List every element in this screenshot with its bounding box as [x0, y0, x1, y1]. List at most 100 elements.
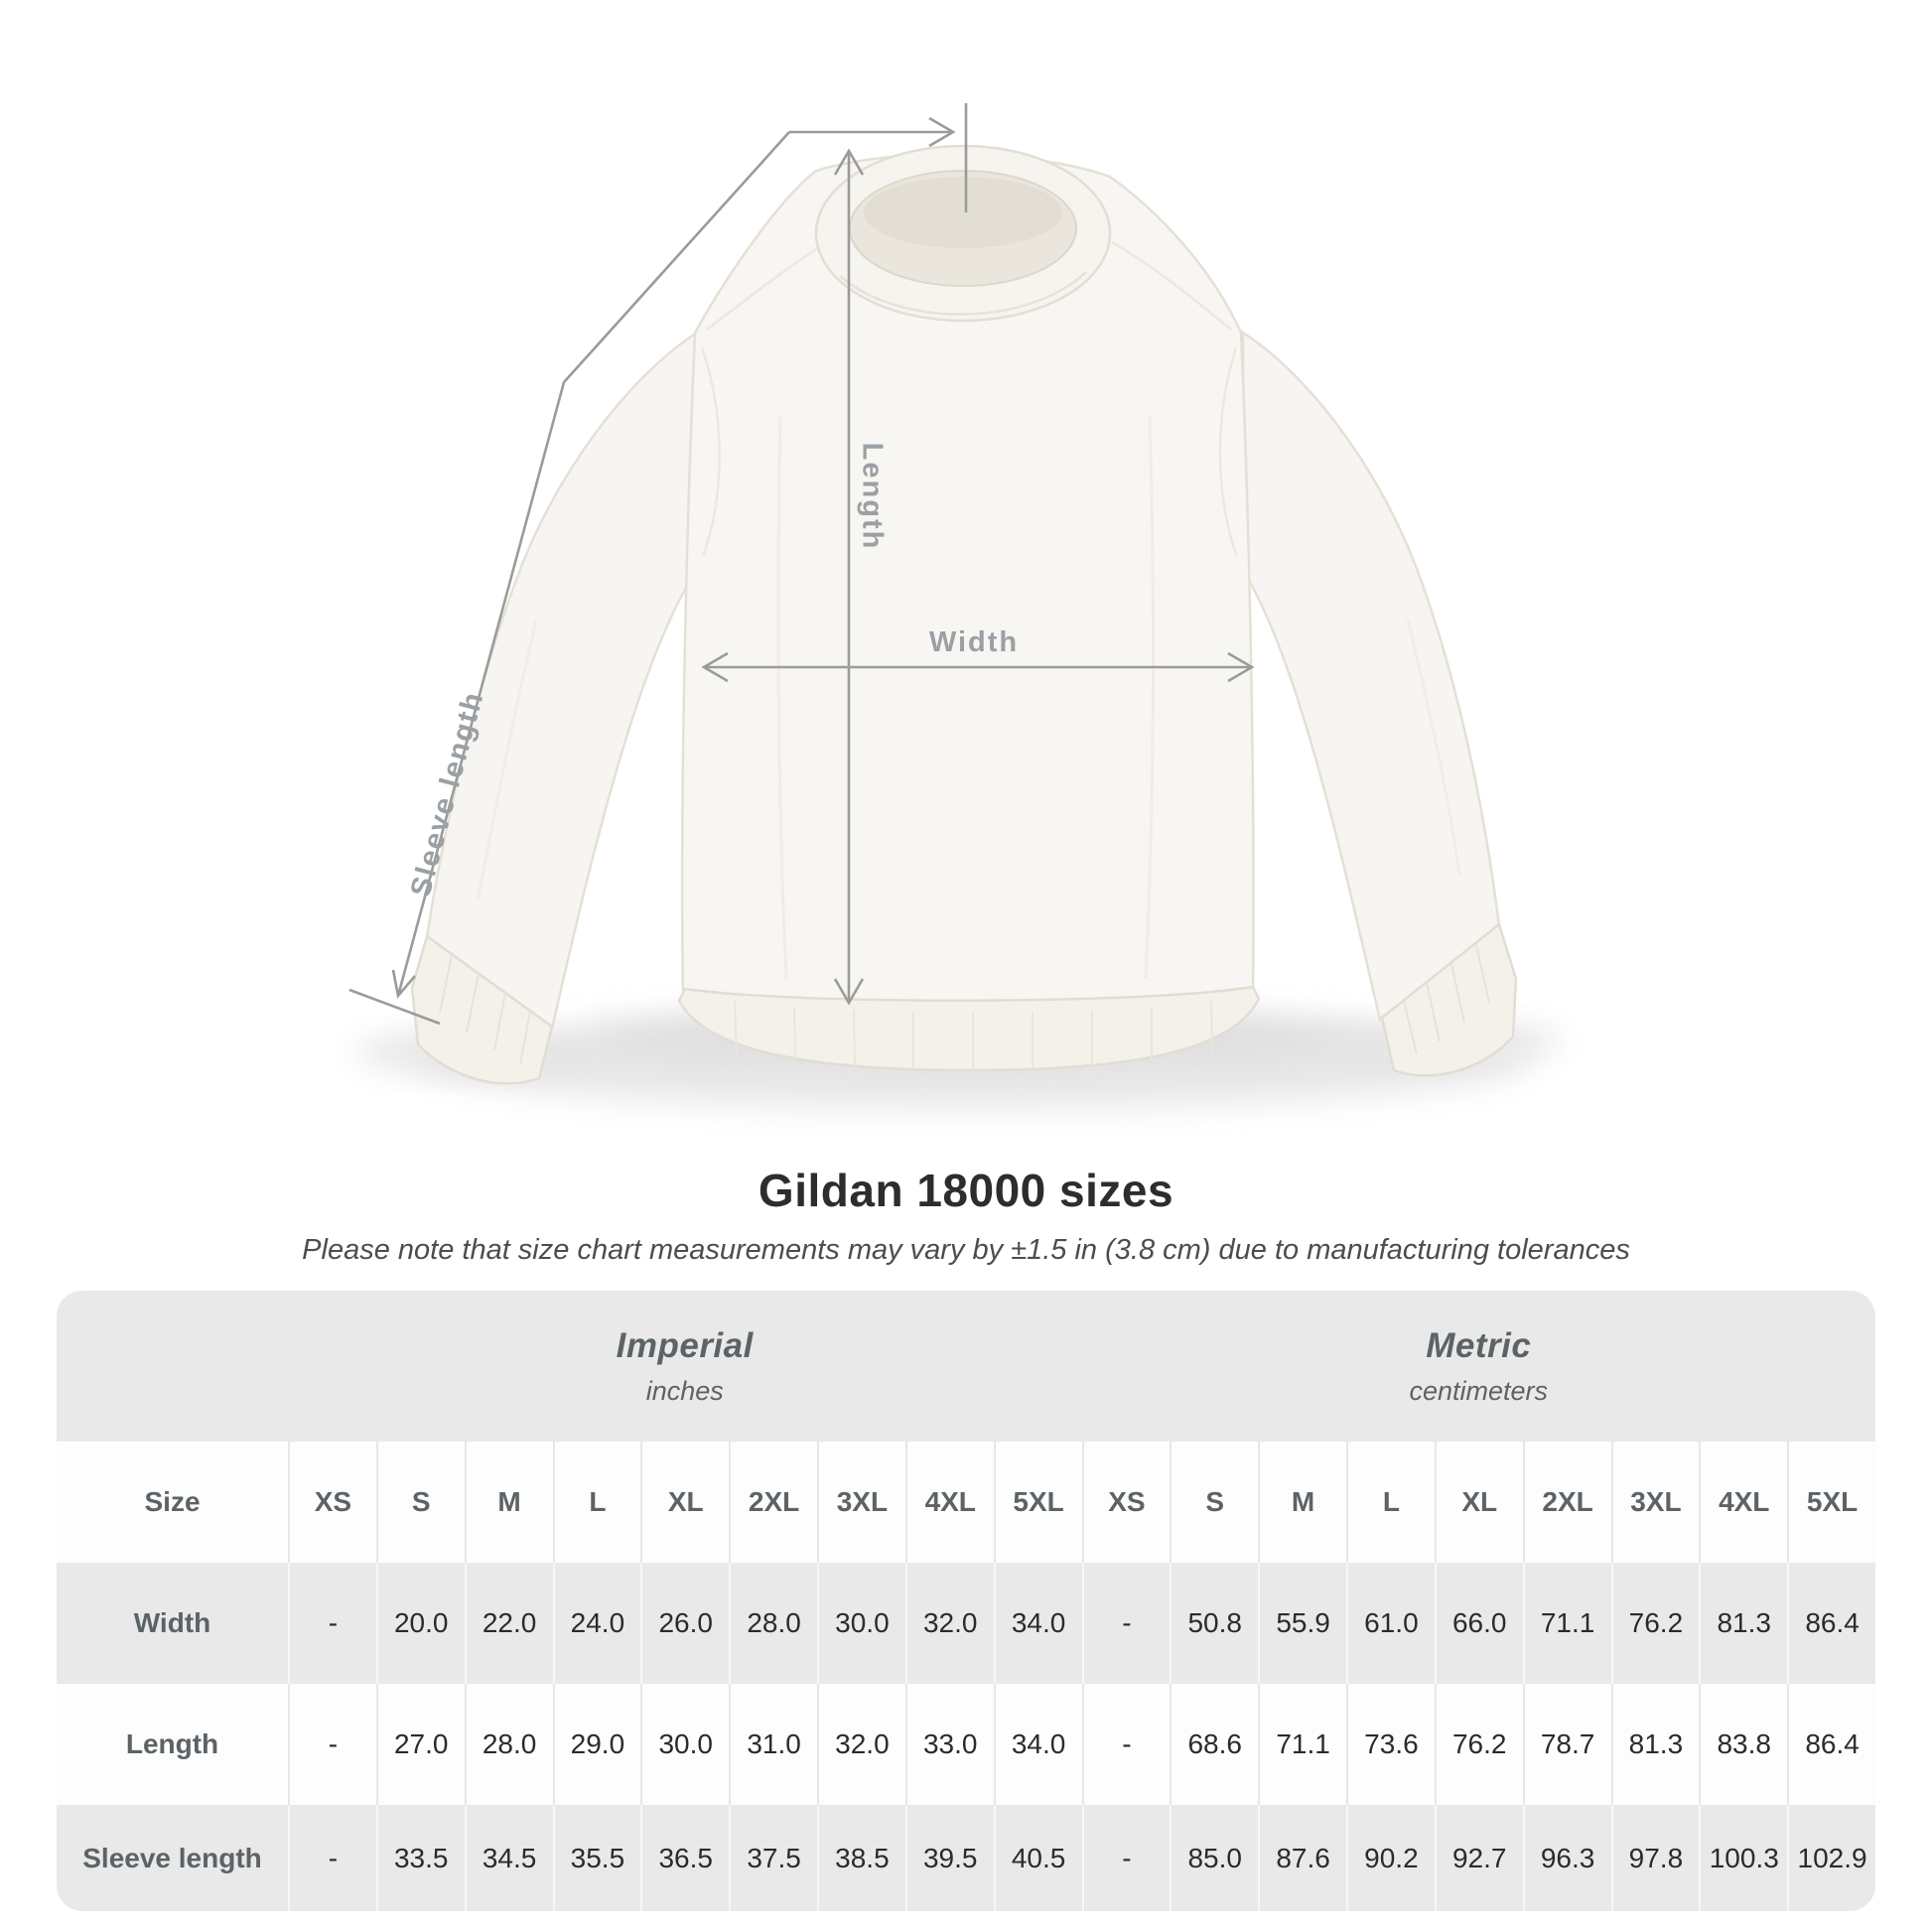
table-cell: 32.0 [817, 1684, 905, 1805]
table-cell: 86.4 [1787, 1684, 1875, 1805]
size-col-header: M [464, 1442, 553, 1563]
table-cell: 30.0 [817, 1563, 905, 1684]
table-row-width: Width - 20.0 22.0 24.0 26.0 28.0 30.0 32… [57, 1563, 1875, 1684]
size-col-header: L [1346, 1442, 1435, 1563]
size-col-header: 4XL [904, 1442, 994, 1563]
table-cell: 29.0 [552, 1684, 641, 1805]
table-cell: 83.8 [1699, 1684, 1787, 1805]
table-cell: 30.0 [640, 1684, 729, 1805]
table-cell: 22.0 [464, 1563, 553, 1684]
table-cell: 35.5 [552, 1805, 641, 1911]
collar-stitch-seam [839, 271, 1087, 316]
table-cell: 33.5 [375, 1805, 465, 1911]
measurement-annotations [348, 103, 1255, 1026]
table-cell: 87.6 [1258, 1805, 1346, 1911]
tolerance-note: Please note that size chart measurements… [302, 1234, 1630, 1266]
size-col-header: S [375, 1442, 465, 1563]
table-cell: 55.9 [1258, 1563, 1346, 1684]
left-cuff-rib-lines [439, 954, 531, 1065]
table-cell: 81.3 [1699, 1563, 1787, 1684]
size-col-header: 3XL [1610, 1442, 1700, 1563]
imperial-unit: inches [645, 1375, 724, 1406]
size-col-header: 2XL [1522, 1442, 1611, 1563]
size-col-header: 2XL [729, 1442, 817, 1563]
table-cell: 86.4 [1787, 1563, 1875, 1684]
width-line [701, 651, 1255, 683]
right-cuff-rib-lines [1403, 944, 1490, 1055]
armhole-seams [700, 346, 1239, 557]
size-col-header: XS [1081, 1442, 1171, 1563]
table-cell: 96.3 [1522, 1805, 1611, 1911]
table-cell: 81.3 [1610, 1684, 1700, 1805]
sleeve-diagonal-segment [396, 131, 790, 997]
length-label: Length [856, 443, 888, 551]
table-cell: - [288, 1805, 376, 1911]
arrow-right-icon [1227, 651, 1255, 683]
arrow-down-icon [833, 978, 865, 1006]
sweatshirt-measurement-diagram: Length Width Sleeve length [348, 103, 1561, 1108]
width-label: Width [929, 626, 1019, 658]
size-col-header: 5XL [993, 1442, 1082, 1563]
sleeve-end-tick-bottom [348, 988, 441, 1026]
table-cell: 85.0 [1170, 1805, 1258, 1911]
metric-group-header: Metric centimeters [1082, 1291, 1876, 1442]
size-col-header: XL [1434, 1442, 1523, 1563]
table-cell: 38.5 [817, 1805, 905, 1911]
table-cell: - [288, 1563, 376, 1684]
table-cell: 40.5 [993, 1805, 1082, 1911]
table-cell: 20.0 [375, 1563, 465, 1684]
table-cell: 61.0 [1346, 1563, 1435, 1684]
size-table: Imperial inches Metric centimeters Size … [57, 1291, 1875, 1911]
table-cell: 33.0 [904, 1684, 994, 1805]
waistband [677, 985, 1261, 1072]
table-cell: 26.0 [640, 1563, 729, 1684]
unit-group-band: Imperial inches Metric centimeters [57, 1291, 1875, 1442]
table-cell: 76.2 [1610, 1563, 1700, 1684]
collar-inside-back [864, 177, 1062, 248]
table-cell: 27.0 [375, 1684, 465, 1805]
table-cell: - [1081, 1805, 1171, 1911]
table-cell: 34.0 [993, 1563, 1082, 1684]
arrow-down-left-icon [391, 969, 416, 999]
table-cell: 32.0 [904, 1563, 994, 1684]
row-label: Width [133, 1607, 211, 1638]
table-cell: 71.1 [1258, 1684, 1346, 1805]
size-col-header: 4XL [1699, 1442, 1787, 1563]
table-cell: 31.0 [729, 1684, 817, 1805]
table-cell: 36.5 [640, 1805, 729, 1911]
row-label: Length [125, 1728, 219, 1759]
table-cell: 39.5 [904, 1805, 994, 1911]
length-line [833, 148, 865, 1006]
table-cell: 78.7 [1522, 1684, 1611, 1805]
arrow-left-icon [701, 651, 729, 683]
size-col-header: M [1258, 1442, 1346, 1563]
table-cell: 37.5 [729, 1805, 817, 1911]
left-sleeve [425, 330, 705, 1032]
band-spacer [57, 1291, 288, 1442]
right-sleeve [1235, 330, 1501, 1023]
table-row-sleeve-length: Sleeve length - 33.5 34.5 35.5 36.5 37.5… [57, 1805, 1875, 1911]
table-cell: - [1081, 1563, 1171, 1684]
table-cell: 100.3 [1699, 1805, 1787, 1911]
table-cell: 28.0 [464, 1684, 553, 1805]
row-label: Sleeve length [82, 1842, 262, 1873]
table-cell: - [288, 1684, 376, 1805]
size-col-header: S [1170, 1442, 1258, 1563]
arrow-up-icon [833, 148, 865, 176]
table-cell: 28.0 [729, 1563, 817, 1684]
arrow-right-icon [928, 116, 956, 148]
table-cell: 73.6 [1346, 1684, 1435, 1805]
sleeve-length-line [348, 103, 968, 1026]
table-cell: 90.2 [1346, 1805, 1435, 1911]
page-title: Gildan 18000 sizes [758, 1165, 1174, 1216]
table-cell: - [1081, 1684, 1171, 1805]
table-cell: 24.0 [552, 1563, 641, 1684]
table-cell: 92.7 [1434, 1805, 1523, 1911]
size-col-header: XL [640, 1442, 729, 1563]
table-cell: 66.0 [1434, 1563, 1523, 1684]
shoulder-seams [706, 240, 1232, 331]
table-cell: 97.8 [1610, 1805, 1700, 1911]
size-col-header: 5XL [1787, 1442, 1875, 1563]
size-column-header: Size [144, 1486, 201, 1517]
